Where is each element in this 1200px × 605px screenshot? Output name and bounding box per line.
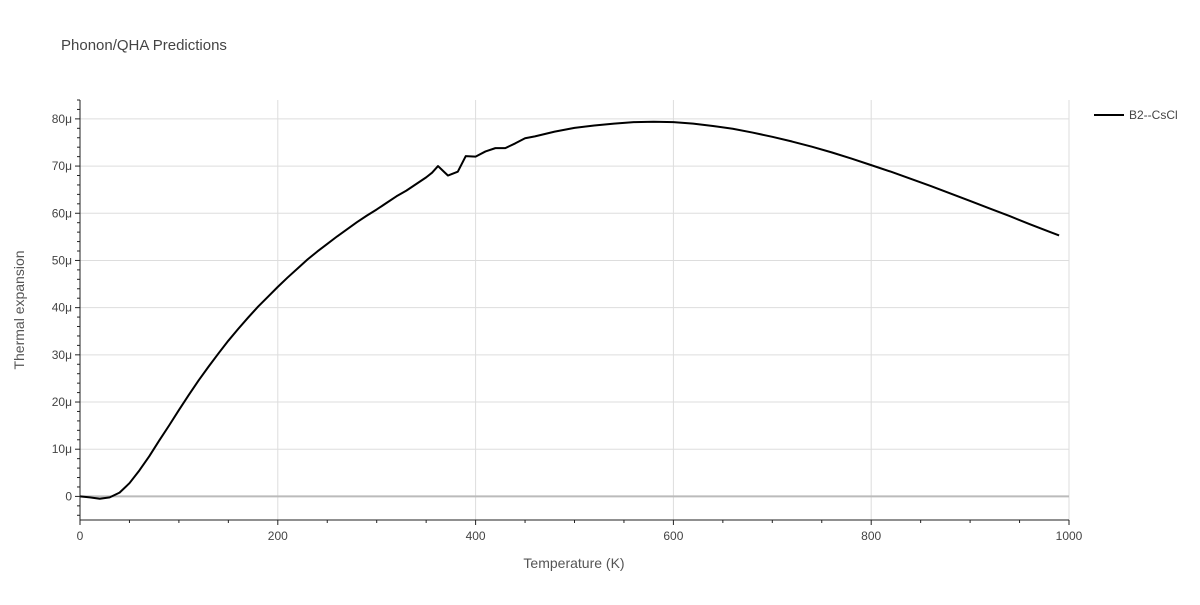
x-axis-title: Temperature (K) [523,555,624,571]
y-tick-label: 80μ [52,112,72,126]
x-tick-label: 400 [466,529,486,543]
series-line-0[interactable] [79,120,1060,500]
x-tick-label: 800 [861,529,881,543]
y-tick-label: 70μ [52,159,72,173]
x-tick-label: 0 [77,529,84,543]
y-tick-label: 30μ [52,348,72,362]
x-tick-label: 600 [663,529,683,543]
x-tick-label: 200 [268,529,288,543]
legend[interactable]: B2--CsCl [1094,108,1178,122]
plot-area [79,120,1060,500]
x-tick-label: 1000 [1056,529,1083,543]
y-tick-label: 60μ [52,206,72,220]
legend-label: B2--CsCl [1129,108,1178,122]
y-axis-title: Thermal expansion [11,250,27,369]
y-tick-label: 20μ [52,395,72,409]
y-tick-label: 40μ [52,301,72,315]
chart-title: Phonon/QHA Predictions [61,37,227,54]
gridlines [80,100,1070,520]
y-tick-label: 0 [65,489,72,503]
y-tick-label: 10μ [52,442,72,456]
axes: 0 200 400 600 800 1000 0 10μ 20μ 30μ 40μ 50μ 60μ 70μ 8… [52,99,1083,543]
y-tick-label: 50μ [52,253,72,267]
